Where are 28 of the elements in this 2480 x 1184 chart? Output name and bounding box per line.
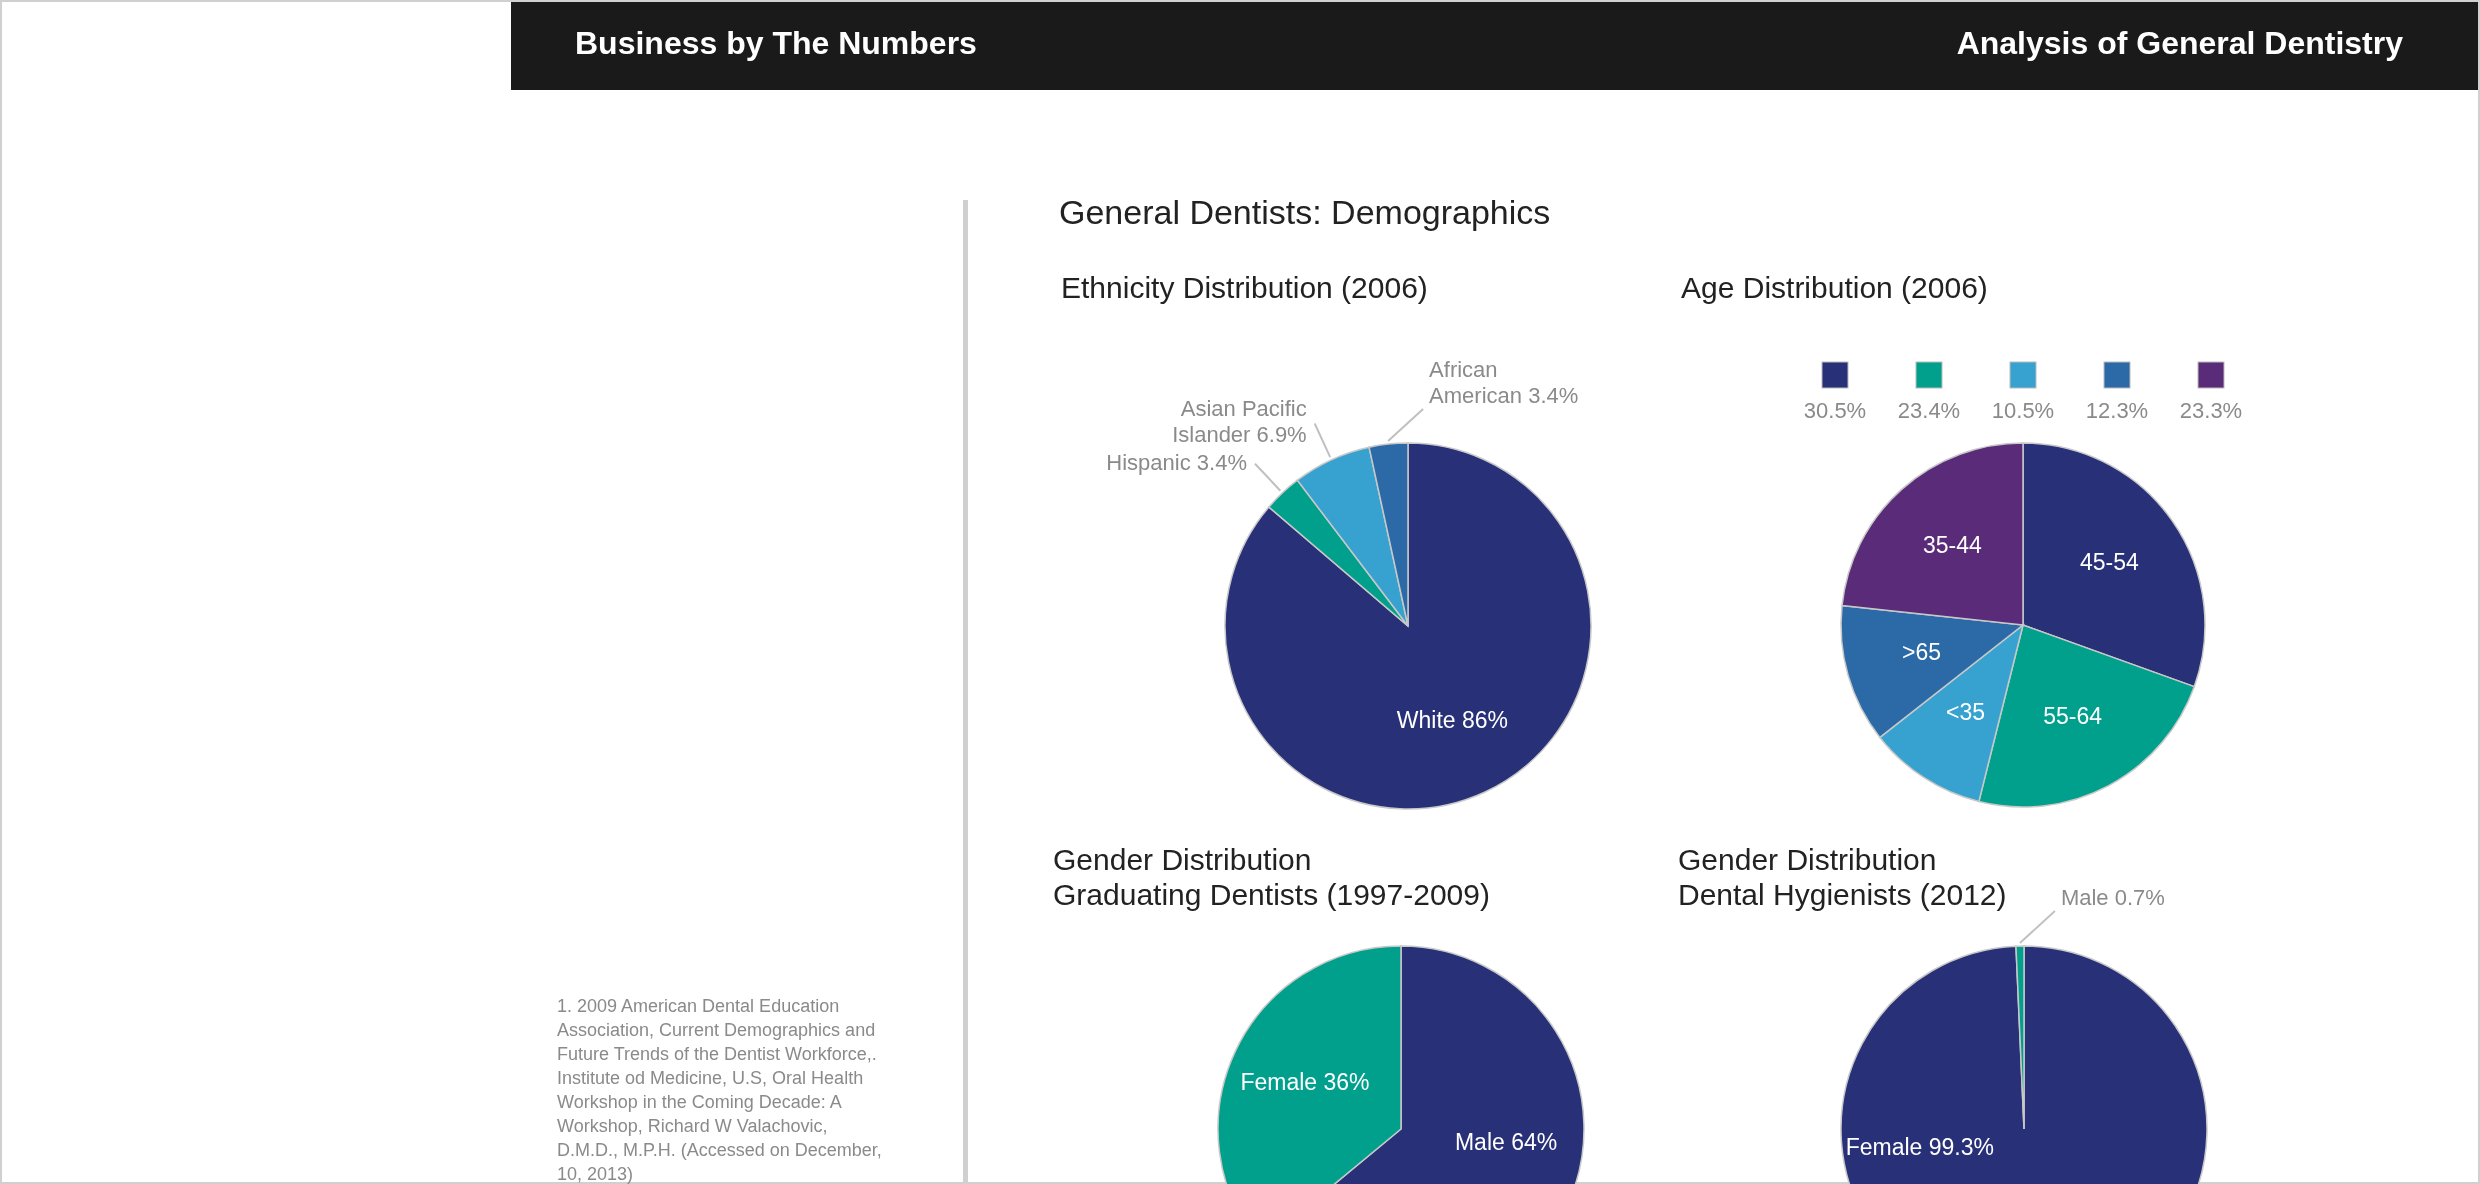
text: Analysis of General Dentistry bbox=[1956, 25, 2404, 62]
slice-label: Asian Pacific Islander 6.9% bbox=[1172, 396, 1307, 448]
slice-label: African American 3.4% bbox=[1429, 357, 1579, 409]
text: 23.3% bbox=[2179, 397, 2243, 423]
slice-label: Male 0.7% bbox=[2060, 885, 2165, 911]
chart-subtitle: Dental Hygienists (2012) bbox=[1678, 877, 2007, 911]
slice-label: 55-64 bbox=[2043, 703, 2103, 730]
chart-title: Gender Distribution bbox=[1053, 842, 1312, 876]
chart-subtitle: Graduating Dentists (1997-2009) bbox=[1053, 877, 1490, 911]
text: General Dentists: Demographics bbox=[1059, 192, 1551, 231]
chart-title: Age Distribution (2006) bbox=[1681, 270, 1988, 304]
text: 30.5% bbox=[1803, 397, 1867, 423]
slice-label: Female 36% bbox=[1240, 1068, 1370, 1095]
slice-label: White 86% bbox=[1396, 707, 1509, 734]
text: Business by The Numbers bbox=[575, 25, 977, 62]
text: 1. 2009 American Dental Education Association, Current Demographics and Future Trends of the Dentist Workforce,. Institute od Medicine, U.S, Oral Health Workshop in the Coming Decade: A Workshop, Richard W Valachovic, D.M.D., M.P.H. (Accessed on December, 10, 2013) bbox=[557, 995, 882, 1184]
slice-label: >65 bbox=[1902, 639, 1942, 666]
slice-label: <35 bbox=[1946, 698, 1986, 725]
slice-label: 35-44 bbox=[1923, 531, 1983, 558]
text: 23.4% bbox=[1897, 397, 1961, 423]
text: 10.5% bbox=[1991, 397, 2055, 423]
chart-title: Gender Distribution bbox=[1678, 842, 1937, 876]
slice-label: Hispanic 3.4% bbox=[1106, 449, 1247, 475]
slice-label: 45-54 bbox=[2079, 549, 2139, 576]
chart-title: Ethnicity Distribution (2006) bbox=[1061, 270, 1428, 304]
slice-label: Female 99.3% bbox=[1845, 1134, 1994, 1161]
text: 12.3% bbox=[2085, 397, 2149, 423]
slice-label: Male 64% bbox=[1454, 1128, 1558, 1155]
